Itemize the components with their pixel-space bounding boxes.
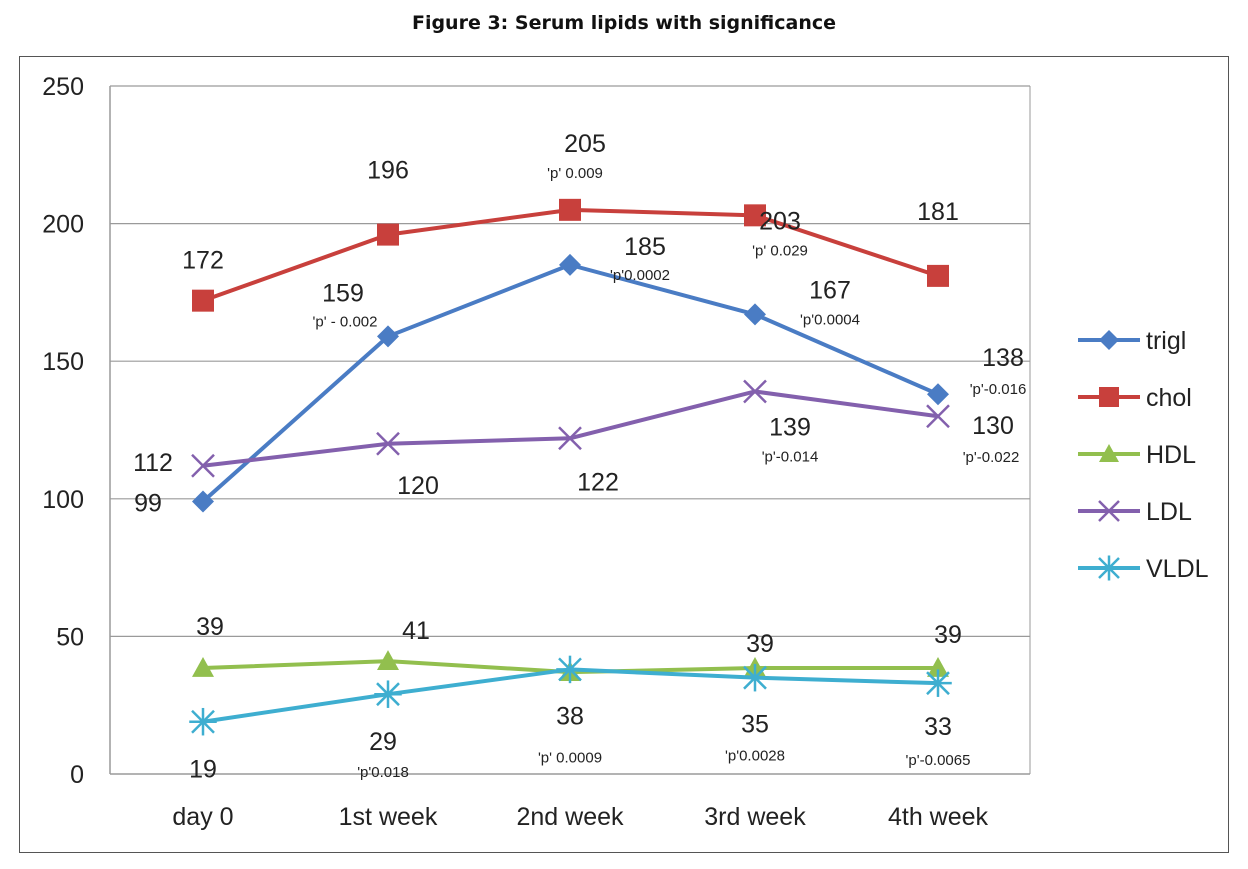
figure-title: Figure 3: Serum lipids with significance [411,12,837,34]
data-point-vldl [741,663,769,692]
data-label: 181 [917,198,959,226]
legend-label: trigl [1146,327,1186,355]
legend-marker-chol [1099,387,1119,407]
data-point-trigl [377,325,399,348]
legend-label: VLDL [1146,555,1209,583]
data-point-trigl [192,490,214,513]
data-point-chol [927,264,949,287]
pvalue-label: 'p' 0.009 [547,165,603,182]
data-label: 159 [322,279,364,307]
legend-label: HDL [1146,441,1196,469]
x-tick-label: 4th week [888,803,989,831]
data-point-chol [377,223,399,246]
y-tick-label: 150 [42,348,84,376]
data-label: 39 [746,630,774,658]
data-label: 112 [133,449,173,477]
data-label: 167 [809,276,851,304]
pvalue-label: 'p'0.0028 [725,748,785,765]
pvalue-label: 'p' - 0.002 [313,313,378,330]
data-point-trigl [744,303,766,326]
legend-marker-hdl [1099,444,1119,462]
legend-marker-trigl [1099,330,1119,350]
data-label: 39 [196,613,224,641]
data-point-hdl [192,657,214,677]
y-tick-label: 0 [70,761,84,789]
data-point-ldl [926,404,950,429]
data-label: 203 [759,207,801,235]
data-point-chol [744,204,766,227]
data-label: 196 [367,157,409,185]
pvalue-label: 'p'-0.016 [970,381,1027,398]
data-point-vldl [189,707,217,736]
pvalue-label: 'p' 0.0009 [538,749,602,766]
data-point-trigl [927,383,949,406]
pvalue-label: 'p' 0.029 [752,242,808,259]
x-tick-label: 2nd week [516,803,624,831]
data-point-hdl [377,650,399,670]
data-label: 19 [189,756,217,784]
data-label: 205 [564,130,606,158]
data-label: 99 [134,490,162,518]
data-label: 41 [402,617,430,645]
legend-marker-vldl [1096,555,1122,581]
data-point-vldl [374,680,402,708]
data-label: 185 [624,233,666,261]
x-tick-label: day 0 [172,803,233,831]
data-label: 33 [924,713,952,741]
x-tick-label: 1st week [339,803,438,831]
data-label: 35 [741,711,769,739]
pvalue-label: 'p'-0.014 [762,448,819,465]
pvalue-label: 'p'-0.022 [963,449,1020,466]
legend-label: chol [1146,384,1192,412]
data-label: 130 [972,412,1014,440]
data-point-ldl [558,426,582,451]
data-label: 120 [397,472,439,500]
legend-label: LDL [1146,498,1192,526]
pvalue-label: 'p'0.018 [357,764,409,781]
pvalue-label: 'p'0.0004 [800,311,860,328]
x-tick-label: 3rd week [704,803,806,831]
data-label: 39 [934,621,962,649]
y-tick-label: 200 [42,211,84,239]
data-point-trigl [559,253,581,276]
y-tick-label: 100 [42,486,84,514]
data-point-ldl [743,379,767,404]
data-label: 122 [577,468,619,496]
y-tick-label: 250 [42,73,84,101]
pvalue-label: 'p'0.0002 [610,267,670,284]
data-label: 38 [556,702,584,730]
data-point-chol [559,198,581,221]
data-label: 139 [769,413,811,441]
legend-marker-ldl [1098,500,1120,522]
data-label: 172 [182,247,224,275]
data-point-vldl [556,655,584,684]
y-tick-label: 50 [56,623,84,651]
data-point-chol [192,289,214,312]
data-point-hdl [927,657,949,677]
data-point-vldl [924,669,952,697]
data-label: 138 [982,344,1024,372]
data-label: 29 [369,728,397,756]
data-point-ldl [376,431,400,456]
data-point-ldl [191,453,215,478]
pvalue-label: 'p'-0.0065 [906,752,971,769]
